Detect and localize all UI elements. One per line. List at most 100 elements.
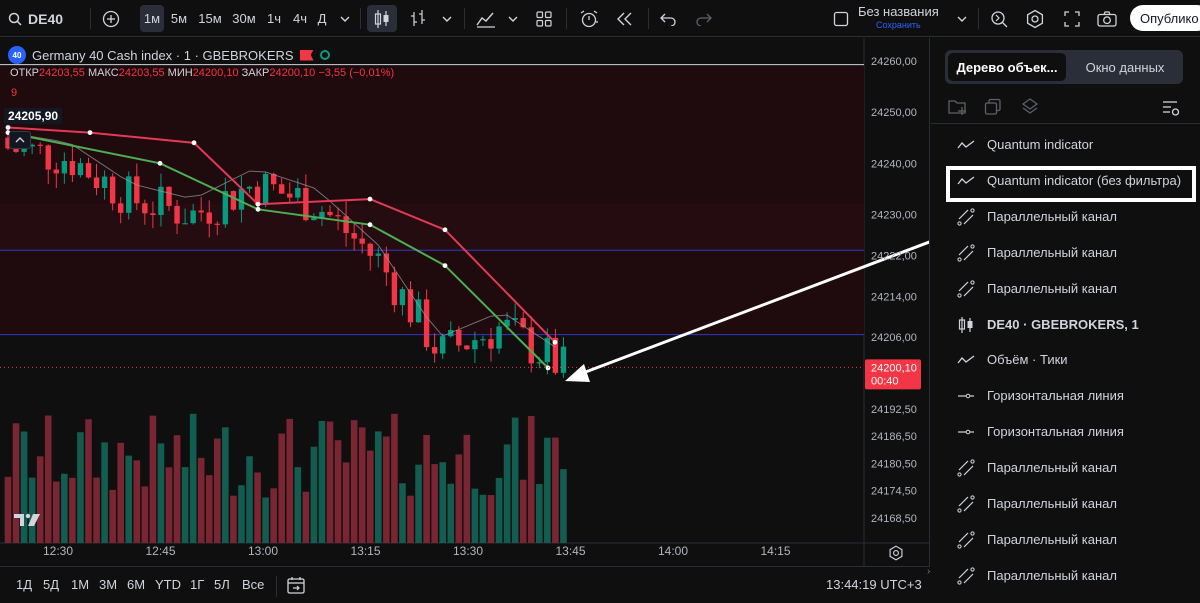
candle-body[interactable] xyxy=(69,161,76,176)
candle-body[interactable] xyxy=(440,336,446,354)
candle-body[interactable] xyxy=(254,186,261,205)
candle-body[interactable] xyxy=(359,238,365,244)
candle-body[interactable] xyxy=(230,191,237,210)
range-1d[interactable]: 1Д xyxy=(16,577,33,592)
candle-body[interactable] xyxy=(335,215,341,217)
candle-body[interactable] xyxy=(536,362,542,364)
indicators-dropdown[interactable] xyxy=(504,5,522,32)
candle-body[interactable] xyxy=(472,340,478,350)
candle-body[interactable] xyxy=(351,233,357,239)
panel-collapse-handle[interactable]: › xyxy=(927,566,931,577)
object-tree-item[interactable]: Quantum indicator xyxy=(931,127,1200,163)
candle-body[interactable] xyxy=(262,173,269,205)
candle-body[interactable] xyxy=(13,148,19,152)
candle-body[interactable] xyxy=(93,177,100,189)
candle-body[interactable] xyxy=(126,176,132,213)
object-tree-item[interactable]: Параллельный канал xyxy=(931,235,1200,271)
candle-body[interactable] xyxy=(166,186,172,206)
interval-30m[interactable]: 30м xyxy=(232,11,256,26)
candle-body[interactable] xyxy=(21,146,27,152)
candle-body[interactable] xyxy=(480,339,486,341)
candle-body[interactable] xyxy=(5,137,11,149)
fullscreen-button[interactable] xyxy=(1060,5,1084,32)
candle-body[interactable] xyxy=(456,329,462,346)
bar-chart-type-button[interactable] xyxy=(406,5,430,32)
candle-body[interactable] xyxy=(134,176,140,204)
candle-body[interactable] xyxy=(270,173,277,185)
tab-object-tree[interactable]: Дерево объек... xyxy=(948,53,1066,81)
candle-body[interactable] xyxy=(61,161,68,174)
candle-body[interactable] xyxy=(29,144,35,147)
candle-body[interactable] xyxy=(407,289,414,323)
undo-button[interactable] xyxy=(656,5,680,32)
candle-body[interactable] xyxy=(528,327,534,364)
clock[interactable]: 13:44:19 UTC+3 xyxy=(826,577,922,592)
candle-body[interactable] xyxy=(544,337,551,363)
candle-body[interactable] xyxy=(319,211,325,218)
candle-body[interactable] xyxy=(375,253,381,256)
moving-average-line[interactable] xyxy=(7,132,556,348)
indicators-button[interactable] xyxy=(473,5,499,32)
candle-body[interactable] xyxy=(512,318,518,320)
candle-body[interactable] xyxy=(158,186,164,216)
publish-button[interactable]: Опублико xyxy=(1130,5,1200,31)
candle-body[interactable] xyxy=(327,211,333,216)
new-folder-button[interactable] xyxy=(948,98,968,119)
parallel-channel-region[interactable] xyxy=(0,66,864,335)
candle-body[interactable] xyxy=(109,176,116,204)
redo-button[interactable] xyxy=(692,5,716,32)
candle-body[interactable] xyxy=(206,212,212,224)
chart-pane[interactable]: 24260,00 24250,00 24240,00 24230,00 24222,00… xyxy=(0,38,930,566)
candle-body[interactable] xyxy=(488,339,494,349)
object-tree-item[interactable]: Параллельный канал xyxy=(931,486,1200,522)
interval-15m[interactable]: 15м xyxy=(198,11,222,26)
candle-body[interactable] xyxy=(85,163,92,178)
candle-body[interactable] xyxy=(560,346,567,373)
reorder-button[interactable] xyxy=(1021,98,1039,119)
candle-body[interactable] xyxy=(37,144,43,146)
price-axis[interactable] xyxy=(864,38,930,543)
candle-body[interactable] xyxy=(383,253,390,273)
candle-body[interactable] xyxy=(53,169,59,174)
range-3m[interactable]: 3М xyxy=(99,577,118,592)
layout-name[interactable]: Без названия Сохранить xyxy=(858,4,948,34)
candle-body[interactable] xyxy=(101,176,108,189)
compare-symbol-button[interactable] xyxy=(98,5,124,32)
candle-body[interactable] xyxy=(279,184,285,194)
object-tree-item[interactable]: Параллельный канал xyxy=(931,558,1200,594)
quantum-indicator-filtered-line[interactable] xyxy=(7,131,549,369)
candle-body[interactable] xyxy=(246,186,253,189)
candle-body[interactable] xyxy=(367,243,373,256)
object-tree-item[interactable]: Горизонтальная линия xyxy=(931,378,1200,414)
candle-body[interactable] xyxy=(496,326,502,349)
candle-body[interactable] xyxy=(142,203,148,214)
manage-drawings-button[interactable] xyxy=(1161,98,1181,121)
interval-4h[interactable]: 4ч xyxy=(292,11,307,26)
candle-body[interactable] xyxy=(415,299,422,323)
candle-body[interactable] xyxy=(423,299,430,348)
layout-icon-button[interactable] xyxy=(830,5,852,32)
tab-data-window[interactable]: Окно данных xyxy=(1085,59,1165,75)
candle-body[interactable] xyxy=(504,319,510,327)
interval-1d[interactable]: Д xyxy=(317,11,327,26)
price-chart[interactable]: 24260,00 24250,00 24240,00 24230,00 24222,00… xyxy=(0,38,930,566)
object-tree-item[interactable]: DE40 · GBEBROKERS, 1 xyxy=(931,307,1200,343)
tradingview-logo[interactable] xyxy=(14,512,42,533)
replay-button[interactable] xyxy=(612,5,638,32)
symbol-title[interactable]: Germany 40 Cash index · 1 · GBEBROKERS xyxy=(32,47,294,63)
range-5d[interactable]: 5Д xyxy=(43,577,60,592)
interval-1m[interactable]: 1м xyxy=(140,5,164,32)
settings-button[interactable] xyxy=(1022,5,1048,32)
candle-body[interactable] xyxy=(198,210,204,213)
interval-5m[interactable]: 5м xyxy=(170,11,188,26)
duplicate-button[interactable] xyxy=(984,98,1002,119)
object-tree-item[interactable]: Параллельный канал xyxy=(931,522,1200,558)
range-1m[interactable]: 1М xyxy=(71,577,90,592)
candle-body[interactable] xyxy=(311,217,317,221)
candle-body[interactable] xyxy=(238,188,245,210)
current-price-badge[interactable] xyxy=(865,359,921,390)
layout-dropdown[interactable] xyxy=(954,5,970,32)
candle-body[interactable] xyxy=(77,163,84,176)
candle-body[interactable] xyxy=(287,193,293,198)
candle-body[interactable] xyxy=(222,191,229,225)
